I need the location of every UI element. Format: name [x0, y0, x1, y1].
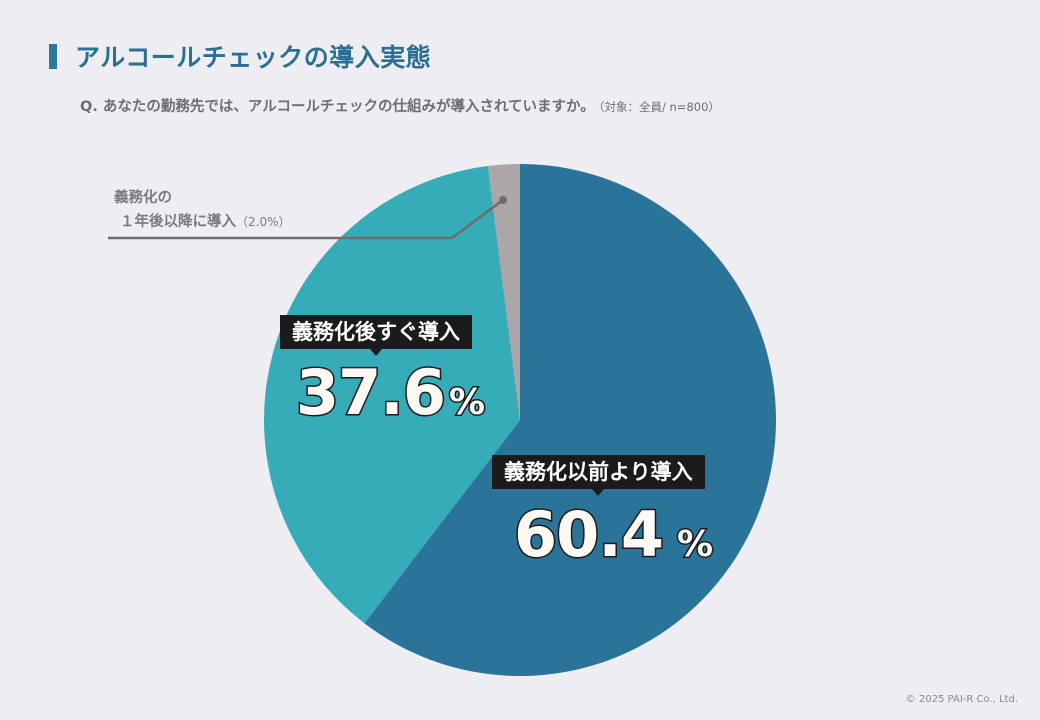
question-target: （対象：全員/ n=800） — [598, 100, 720, 114]
label-immediately: 義務化後すぐ導入 — [280, 315, 472, 356]
page-title: アルコールチェックの導入実態 — [75, 43, 432, 72]
survey-question: Q. あなたの勤務先では、アルコールチェックの仕組みが導入されていますか。 （対象… — [80, 95, 720, 116]
slice-before — [364, 164, 777, 677]
callout-line1: 義務化の — [114, 190, 172, 206]
callout-pct: （2.0%） — [236, 215, 291, 229]
slice-after-year — [487, 164, 520, 420]
copyright: © 2025 PAI-R Co., Ltd. — [905, 694, 1018, 705]
slice-immediately — [264, 166, 520, 624]
callout-leader-line — [108, 198, 504, 240]
callout-line2: １年後以降に導入 — [120, 214, 236, 230]
label-before: 義務化以前より導入 — [492, 455, 705, 496]
value-immediately: 37.6% — [295, 355, 487, 431]
callout-after-year: 義務化の １年後以降に導入（2.0%） — [114, 186, 291, 234]
callout-dot — [499, 196, 507, 204]
title-accent-bar — [49, 44, 57, 69]
value-before: 60.4% — [513, 497, 715, 573]
question-text: Q. あなたの勤務先では、アルコールチェックの仕組みが導入されていますか。 — [80, 99, 595, 115]
